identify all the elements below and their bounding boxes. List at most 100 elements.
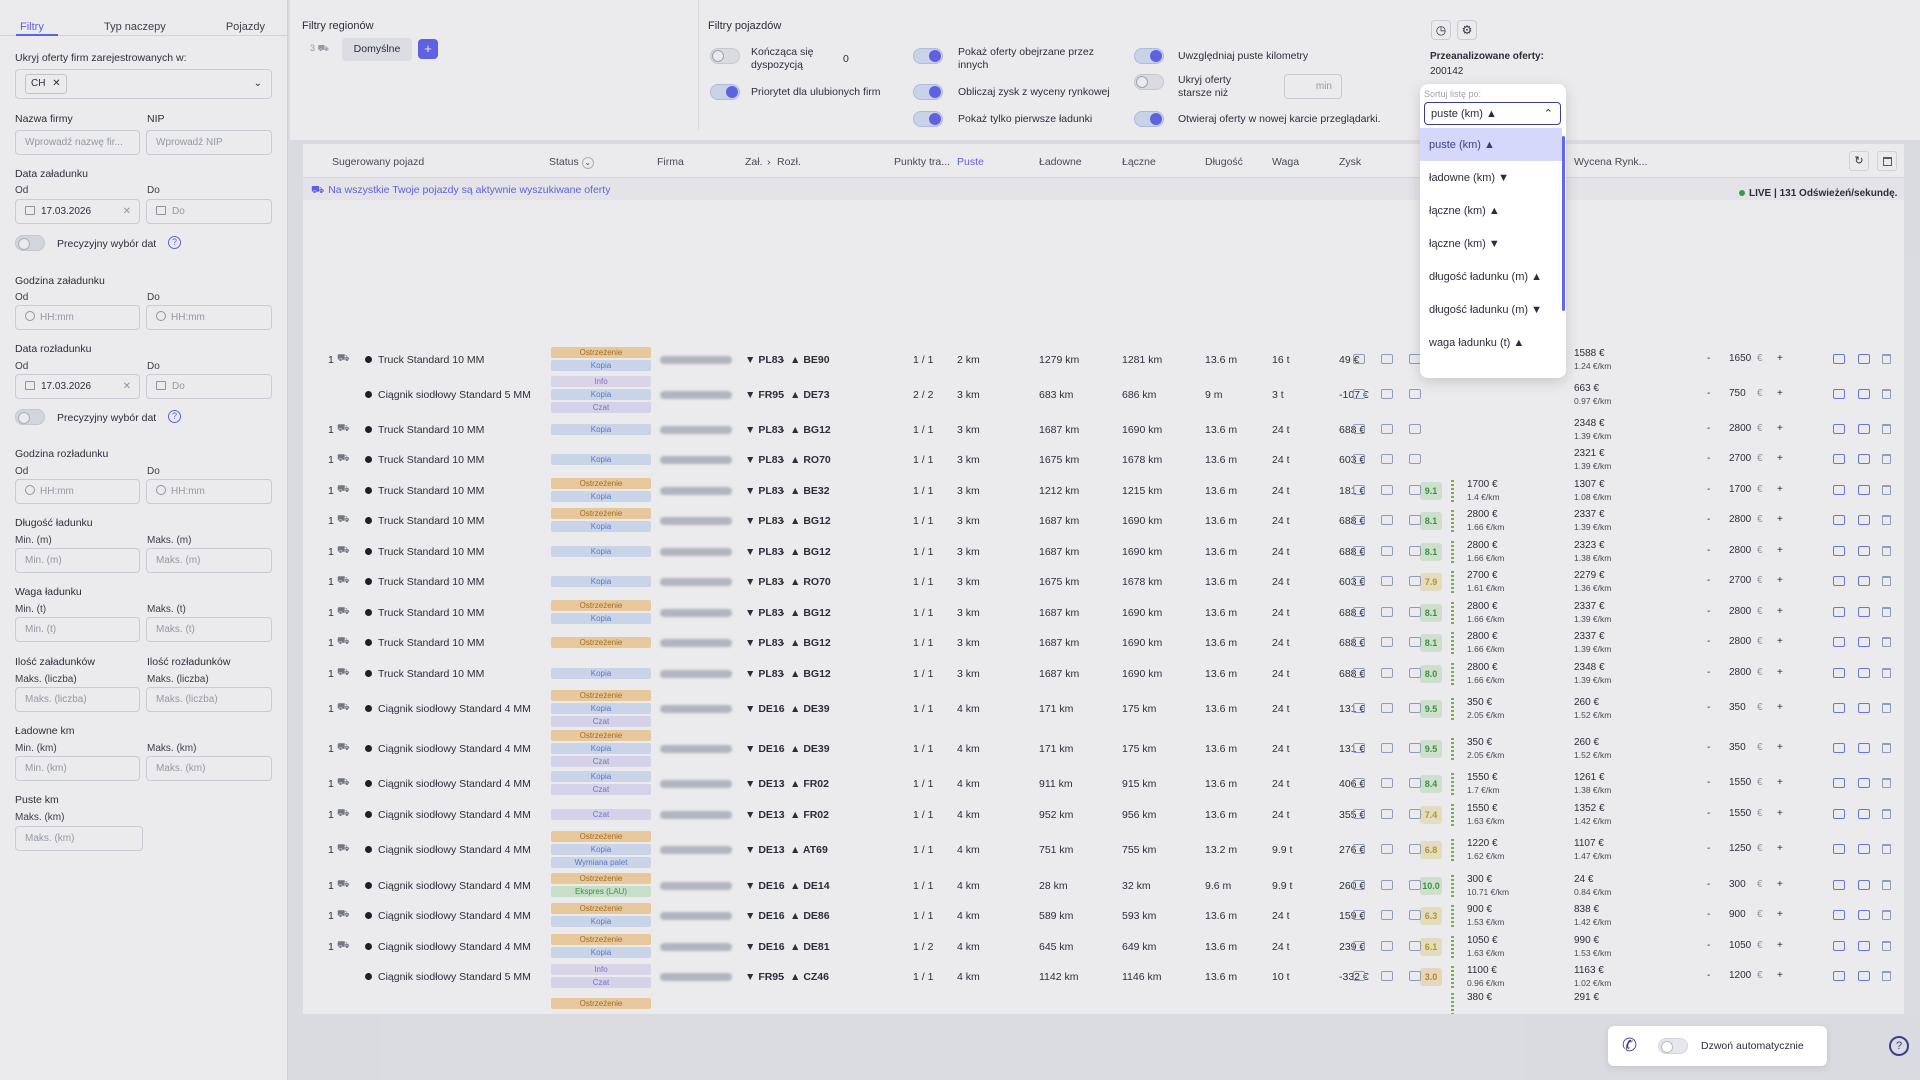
phone-icon[interactable] bbox=[1381, 424, 1393, 434]
refresh-icon[interactable]: ↻ bbox=[1849, 151, 1869, 171]
phone-icon[interactable] bbox=[1381, 515, 1393, 525]
sort-select[interactable]: puste (km) ▲ ⌃ bbox=[1424, 102, 1561, 125]
trash-icon[interactable] bbox=[1882, 389, 1891, 399]
company-name-blurred[interactable] bbox=[660, 609, 732, 617]
decrement-button[interactable]: - bbox=[1707, 667, 1711, 678]
open-icon[interactable] bbox=[1353, 389, 1365, 399]
edit-offer-icon[interactable] bbox=[1858, 485, 1870, 495]
table-row[interactable]: 1 ⛟ Ciągnik siodłowy Standard 4 MM Czat ▼ DE… bbox=[303, 800, 1904, 830]
bid-stepper[interactable]: - 750 € + bbox=[1705, 386, 1787, 404]
bid-value[interactable]: 2800 bbox=[1729, 545, 1752, 556]
table-row[interactable]: 1 ⛟ Truck Standard 10 MM Ostrzeżenie ▼ PL83 ›… bbox=[303, 628, 1904, 658]
open-icon[interactable] bbox=[1353, 354, 1365, 364]
unload-date-from-input[interactable]: 17.03.2026 ✕ bbox=[15, 374, 140, 399]
edit-offer-icon[interactable] bbox=[1858, 546, 1870, 556]
scrollbar[interactable] bbox=[1562, 136, 1565, 311]
open-icon[interactable] bbox=[1353, 844, 1365, 854]
bid-stepper[interactable]: - 900 € + bbox=[1705, 907, 1787, 925]
increment-button[interactable]: + bbox=[1777, 742, 1783, 753]
open-icon[interactable] bbox=[1353, 576, 1365, 586]
company-name-blurred[interactable] bbox=[660, 780, 732, 788]
phone-icon[interactable] bbox=[1381, 880, 1393, 890]
open-icon[interactable] bbox=[1353, 809, 1365, 819]
phone-icon[interactable] bbox=[1381, 778, 1393, 788]
company-name-blurred[interactable] bbox=[660, 578, 732, 586]
open-icon[interactable] bbox=[1353, 743, 1365, 753]
tab-vehicles[interactable]: Pojazdy bbox=[225, 21, 265, 33]
edit-offer-icon[interactable] bbox=[1858, 607, 1870, 617]
bid-value[interactable]: 2800 bbox=[1729, 636, 1752, 647]
mail-icon[interactable] bbox=[1409, 910, 1421, 920]
bid-value[interactable]: 900 bbox=[1729, 909, 1746, 920]
company-name-blurred[interactable] bbox=[660, 705, 732, 713]
phone-icon[interactable] bbox=[1381, 546, 1393, 556]
company-name-blurred[interactable] bbox=[660, 882, 732, 890]
phone-icon[interactable] bbox=[1381, 703, 1393, 713]
sort-option[interactable]: łączne (km) ▼ bbox=[1429, 238, 1500, 250]
increment-button[interactable]: + bbox=[1777, 545, 1783, 556]
unload-date-to-input[interactable]: Do bbox=[146, 374, 272, 399]
length-max-input[interactable]: Maks. (m) bbox=[146, 548, 272, 573]
table-row[interactable]: 1 ⛟ Truck Standard 10 MM Kopia ▼ PL83 › ▲ RO70… bbox=[303, 445, 1904, 475]
trash-icon[interactable] bbox=[1882, 668, 1891, 678]
search-offer-icon[interactable] bbox=[1833, 910, 1845, 920]
edit-offer-icon[interactable] bbox=[1858, 637, 1870, 647]
mail-icon[interactable] bbox=[1409, 743, 1421, 753]
trash-icon[interactable] bbox=[1882, 778, 1891, 788]
table-row[interactable]: 1 ⛟ Truck Standard 10 MM Kopia ▼ PL83 › ▲ BG12… bbox=[303, 659, 1904, 689]
col-length[interactable]: Długość bbox=[1205, 156, 1243, 168]
open-icon[interactable] bbox=[1353, 971, 1365, 981]
open-icon[interactable] bbox=[1353, 668, 1365, 678]
vehicle-name[interactable]: Truck Standard 10 MM bbox=[365, 668, 484, 680]
open-icon[interactable] bbox=[1353, 941, 1365, 951]
company-name-blurred[interactable] bbox=[660, 745, 732, 753]
clear-icon[interactable]: ✕ bbox=[122, 206, 131, 217]
decrement-button[interactable]: - bbox=[1707, 909, 1711, 920]
sort-option[interactable]: puste (km) ▲ bbox=[1420, 128, 1562, 161]
bid-stepper[interactable]: - 1550 € + bbox=[1705, 806, 1787, 824]
col-load[interactable]: Zał. bbox=[745, 156, 763, 168]
bid-value[interactable]: 2700 bbox=[1729, 575, 1752, 586]
decrement-button[interactable]: - bbox=[1707, 575, 1711, 586]
trash-icon[interactable] bbox=[1882, 576, 1891, 586]
tab-filters[interactable]: Filtry bbox=[16, 0, 58, 36]
search-offer-icon[interactable] bbox=[1833, 454, 1845, 464]
company-name-blurred[interactable] bbox=[660, 487, 732, 495]
empty-km-toggle[interactable] bbox=[1134, 48, 1164, 64]
edit-offer-icon[interactable] bbox=[1858, 910, 1870, 920]
bid-value[interactable]: 350 bbox=[1729, 742, 1746, 753]
mail-icon[interactable] bbox=[1409, 454, 1421, 464]
table-row[interactable]: Ciągnik siodłowy Standard 5 MM Info Kopia C… bbox=[303, 375, 1904, 413]
edit-offer-icon[interactable] bbox=[1858, 354, 1870, 364]
mail-icon[interactable] bbox=[1409, 607, 1421, 617]
mail-icon[interactable] bbox=[1409, 389, 1421, 399]
decrement-button[interactable]: - bbox=[1707, 940, 1711, 951]
phone-icon[interactable] bbox=[1381, 668, 1393, 678]
help-icon[interactable]: ? bbox=[1889, 1036, 1909, 1056]
edit-offer-icon[interactable] bbox=[1858, 743, 1870, 753]
mail-icon[interactable] bbox=[1409, 485, 1421, 495]
country-select[interactable]: CH ✕ ⌄ bbox=[15, 69, 272, 99]
vehicle-name[interactable]: Truck Standard 10 MM bbox=[365, 485, 484, 497]
company-name-blurred[interactable] bbox=[660, 943, 732, 951]
col-status[interactable]: Status ⌄ bbox=[549, 156, 594, 169]
trash-icon[interactable] bbox=[1882, 424, 1891, 434]
col-laden[interactable]: Ładowne bbox=[1039, 156, 1082, 168]
increment-button[interactable]: + bbox=[1777, 453, 1783, 464]
increment-button[interactable]: + bbox=[1777, 606, 1783, 617]
phone-icon[interactable] bbox=[1381, 637, 1393, 647]
table-row[interactable]: 1 ⛟ Ciągnik siodłowy Standard 4 MM Ostrzeże… bbox=[303, 689, 1904, 727]
unload-hour-from-input[interactable]: HH:mm bbox=[15, 479, 140, 504]
edit-offer-icon[interactable] bbox=[1858, 778, 1870, 788]
filter-icon[interactable]: ⌄ bbox=[581, 157, 594, 169]
increment-button[interactable]: + bbox=[1777, 423, 1783, 434]
sort-option[interactable]: łączne (km) ▲ bbox=[1429, 205, 1500, 217]
vehicle-name[interactable]: Ciągnik siodłowy Standard 4 MM bbox=[365, 844, 531, 856]
help-icon[interactable]: ? bbox=[168, 236, 181, 249]
edit-offer-icon[interactable] bbox=[1858, 880, 1870, 890]
sort-option[interactable]: ładowne (km) ▼ bbox=[1429, 172, 1509, 184]
company-name-blurred[interactable] bbox=[660, 670, 732, 678]
bid-stepper[interactable]: - 2700 € + bbox=[1705, 451, 1787, 469]
increment-button[interactable]: + bbox=[1777, 702, 1783, 713]
trash-icon[interactable] bbox=[1882, 880, 1891, 890]
